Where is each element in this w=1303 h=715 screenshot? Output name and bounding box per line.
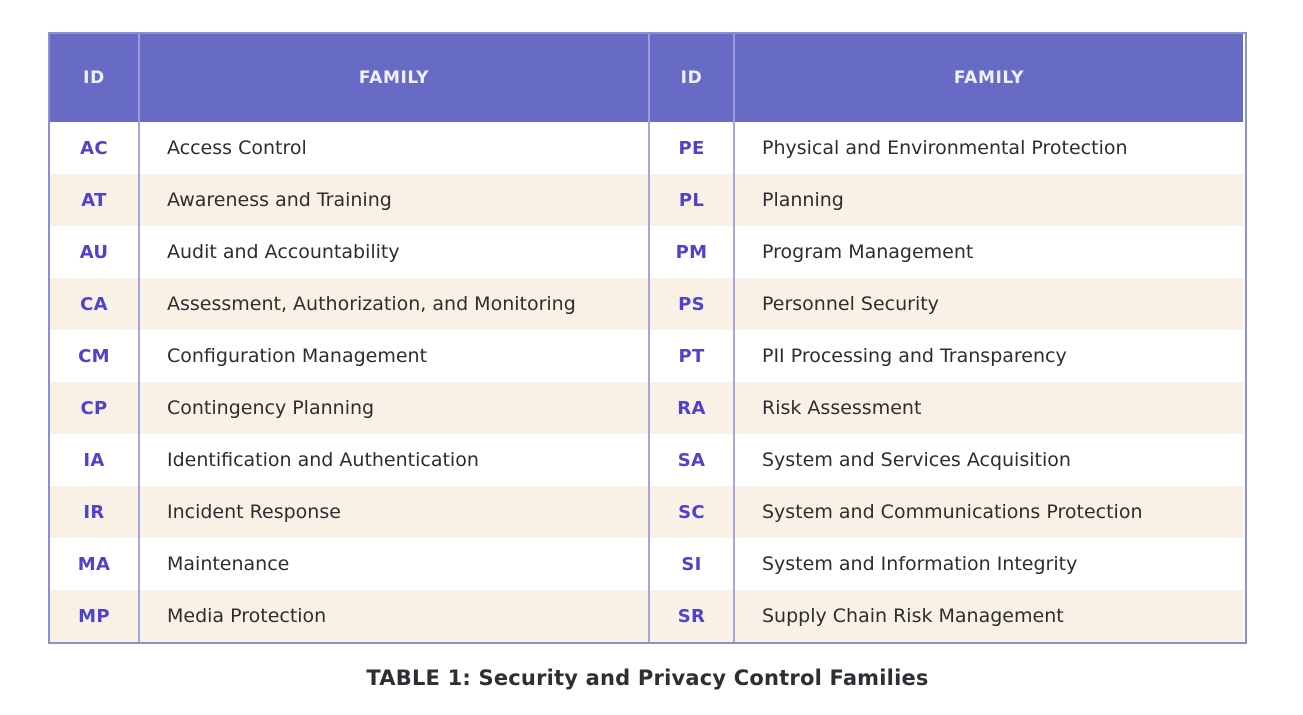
family-cell: System and Communications Protection [735, 486, 1243, 538]
id-cell: CA [50, 278, 140, 330]
family-cell: Program Management [735, 226, 1243, 278]
family-cell: PII Processing and Transparency [735, 330, 1243, 382]
family-cell: Risk Assessment [735, 382, 1243, 434]
id-cell: SR [650, 590, 735, 642]
id-cell: AU [50, 226, 140, 278]
family-cell: Personnel Security [735, 278, 1243, 330]
id-cell: PS [650, 278, 735, 330]
family-cell: Configuration Management [140, 330, 650, 382]
id-cell: SI [650, 538, 735, 590]
column-header-id-left: ID [50, 34, 140, 122]
family-cell: Maintenance [140, 538, 650, 590]
id-cell: PE [650, 122, 735, 174]
family-cell: Assessment, Authorization, and Monitorin… [140, 278, 650, 330]
id-cell: MP [50, 590, 140, 642]
table-caption: TABLE 1: Security and Privacy Control Fa… [366, 666, 929, 690]
family-cell: Supply Chain Risk Management [735, 590, 1243, 642]
id-cell: SA [650, 434, 735, 486]
id-cell: CP [50, 382, 140, 434]
control-families-figure: ID FAMILY ID FAMILY AC Access Control PE… [48, 32, 1247, 690]
id-cell: AC [50, 122, 140, 174]
family-cell: Incident Response [140, 486, 650, 538]
family-cell: Media Protection [140, 590, 650, 642]
family-cell: Awareness and Training [140, 174, 650, 226]
family-cell: Planning [735, 174, 1243, 226]
family-cell: Contingency Planning [140, 382, 650, 434]
id-cell: MA [50, 538, 140, 590]
control-families-table: ID FAMILY ID FAMILY AC Access Control PE… [48, 32, 1247, 644]
column-header-family-right: FAMILY [735, 34, 1243, 122]
id-cell: PM [650, 226, 735, 278]
family-cell: Physical and Environmental Protection [735, 122, 1243, 174]
family-cell: Access Control [140, 122, 650, 174]
family-cell: Audit and Accountability [140, 226, 650, 278]
id-cell: PL [650, 174, 735, 226]
family-cell: System and Information Integrity [735, 538, 1243, 590]
id-cell: SC [650, 486, 735, 538]
id-cell: PT [650, 330, 735, 382]
column-header-family-left: FAMILY [140, 34, 650, 122]
id-cell: AT [50, 174, 140, 226]
column-header-id-right: ID [650, 34, 735, 122]
id-cell: RA [650, 382, 735, 434]
id-cell: CM [50, 330, 140, 382]
family-cell: System and Services Acquisition [735, 434, 1243, 486]
id-cell: IR [50, 486, 140, 538]
family-cell: Identification and Authentication [140, 434, 650, 486]
id-cell: IA [50, 434, 140, 486]
